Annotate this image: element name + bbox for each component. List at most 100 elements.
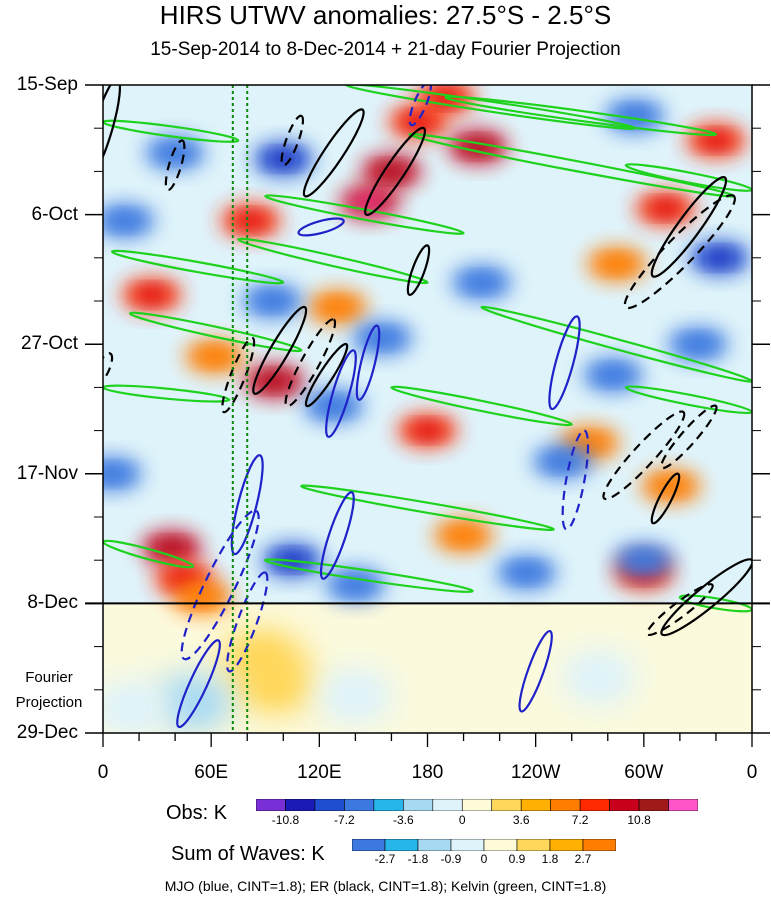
anomaly-blob-core bbox=[368, 330, 396, 346]
mjo-contour bbox=[180, 509, 260, 661]
x-tick-label: 60E bbox=[194, 762, 229, 783]
anomaly-blob-core bbox=[111, 213, 139, 229]
er-contour bbox=[660, 404, 718, 470]
er-contour bbox=[304, 342, 349, 408]
colorbar-tick-label: 0 bbox=[458, 813, 466, 827]
er-contour bbox=[650, 472, 681, 525]
colorbar-swatch bbox=[285, 799, 316, 811]
anomaly-blob-core bbox=[513, 564, 541, 581]
er-contour bbox=[650, 176, 728, 278]
kelvin-contour bbox=[237, 237, 429, 285]
colorbar-tick-label: 1.8 bbox=[541, 852, 559, 866]
mjo-contour bbox=[230, 454, 264, 556]
colorbar-swatch bbox=[344, 799, 375, 811]
anomaly-blob-core bbox=[468, 274, 496, 291]
contour-legend-text: MJO (blue, CINT=1.8); ER (black, CINT=1.… bbox=[164, 878, 607, 894]
anomaly-blob-core bbox=[158, 540, 186, 556]
mjo-contours bbox=[176, 85, 590, 729]
colorbar-swatch bbox=[461, 799, 493, 811]
colorbar-tick-label: -0.9 bbox=[440, 852, 462, 866]
colorbar-tick-label: 0.9 bbox=[508, 852, 526, 866]
chart-title: HIRS UTWV anomalies: 27.5°S - 2.5°S bbox=[159, 0, 612, 30]
colorbar-swatch bbox=[516, 839, 551, 851]
colorbar-swatch bbox=[520, 799, 551, 811]
reference-longitude-lines bbox=[231, 85, 249, 733]
anomaly-blob-core bbox=[237, 213, 265, 229]
colorbar-swatch bbox=[432, 799, 463, 811]
colorbar-swatch bbox=[549, 839, 584, 851]
x-tick-label: 120E bbox=[297, 762, 342, 783]
er-contour bbox=[103, 352, 114, 386]
colorbar-swatch bbox=[668, 799, 698, 811]
colorbar-swatch bbox=[609, 799, 640, 811]
er-contour bbox=[164, 139, 186, 192]
waves-colorbar-label: Sum of Waves: K bbox=[171, 843, 325, 865]
colorbar-swatch bbox=[417, 839, 452, 851]
er-contour bbox=[221, 336, 256, 414]
anomaly-blob-core bbox=[706, 250, 734, 266]
anomaly-blob-core bbox=[621, 108, 649, 124]
kelvin-contour bbox=[390, 385, 573, 427]
colorbar-tick-label: 10.8 bbox=[627, 813, 651, 827]
y-tick-label: 15-Sep bbox=[16, 74, 78, 95]
x-tick-label: 180 bbox=[411, 762, 444, 783]
y-tick-label: 8-Dec bbox=[27, 592, 78, 614]
kelvin-contour bbox=[264, 558, 474, 593]
colorbar-swatch bbox=[384, 839, 419, 851]
er-contour bbox=[364, 126, 427, 217]
colorbar-swatch bbox=[352, 839, 386, 851]
anomaly-blob-core bbox=[702, 132, 730, 149]
colorbar-tick-label: -10.8 bbox=[271, 813, 300, 827]
x-tick-label: 0 bbox=[97, 762, 109, 783]
colorbar-swatch bbox=[314, 799, 345, 811]
waves-colorbar bbox=[352, 839, 616, 851]
obs-colorbar bbox=[256, 799, 698, 811]
kelvin-contour bbox=[444, 95, 718, 137]
anomaly-blob-core bbox=[414, 422, 441, 439]
obs-colorbar-label: Obs: K bbox=[166, 802, 228, 824]
kelvin-contour bbox=[103, 539, 195, 569]
x-tick-label: 120W bbox=[510, 762, 561, 783]
anomaly-blob-core bbox=[599, 367, 627, 383]
colorbar-swatch bbox=[403, 799, 434, 811]
colorbar-swatch bbox=[450, 839, 485, 851]
anomaly-blob-core bbox=[320, 398, 348, 414]
anomaly-blob-core bbox=[258, 670, 295, 698]
anomaly-blob-core bbox=[341, 577, 369, 593]
mjo-contour bbox=[518, 629, 553, 713]
anomaly-blob-core bbox=[377, 163, 405, 180]
colorbar-tick-label: 7.2 bbox=[571, 813, 589, 827]
mjo-contour bbox=[319, 491, 355, 580]
colorbar-tick-label: -2.7 bbox=[374, 852, 396, 866]
kelvin-contour bbox=[128, 311, 303, 353]
mjo-contour bbox=[176, 639, 221, 729]
anomaly-blob-core bbox=[603, 256, 631, 272]
mjo-contour bbox=[408, 85, 432, 127]
er-contour bbox=[252, 305, 308, 395]
y-tick-label: 6-Oct bbox=[31, 203, 78, 225]
mjo-contour bbox=[297, 217, 345, 237]
er-contour bbox=[280, 114, 305, 167]
kelvin-contour bbox=[678, 594, 752, 613]
er-contour bbox=[602, 410, 686, 501]
colorbar-tick-label: -1.8 bbox=[407, 852, 429, 866]
anomaly-blob-core bbox=[103, 466, 126, 482]
mjo-contour bbox=[548, 315, 581, 411]
er-contour bbox=[623, 194, 736, 310]
anomaly-blob-core bbox=[576, 435, 604, 451]
y-tick-label: 17-Nov bbox=[16, 462, 78, 484]
chart-subtitle: 15-Sep-2014 to 8-Dec-2014 + 21-day Fouri… bbox=[150, 39, 621, 60]
colorbar-swatch bbox=[582, 839, 616, 851]
anomaly-heatmap bbox=[103, 85, 752, 733]
colorbar-tick-label: 3.6 bbox=[512, 813, 530, 827]
kelvin-contour bbox=[300, 484, 555, 531]
mjo-contour bbox=[561, 429, 590, 531]
er-contour bbox=[406, 244, 431, 297]
anomaly-blob-core bbox=[356, 194, 384, 210]
y-tick-label: 29-Dec bbox=[16, 722, 78, 743]
anomaly-blob-core bbox=[684, 336, 712, 352]
colorbar-tick-label: 2.7 bbox=[574, 852, 592, 866]
anomaly-blob-core bbox=[161, 145, 189, 161]
anomaly-blob-core bbox=[112, 694, 149, 722]
mjo-contour bbox=[325, 349, 357, 438]
